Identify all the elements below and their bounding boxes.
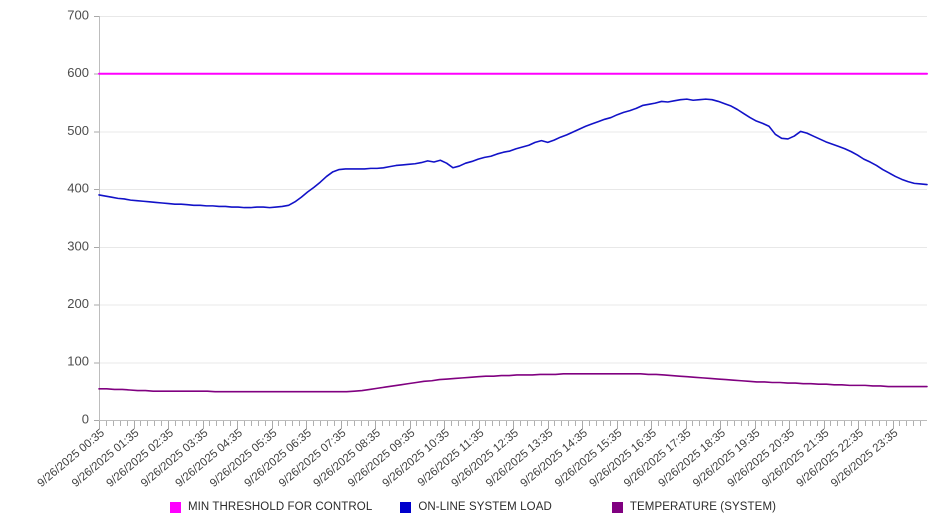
y-tick-label: 500 bbox=[67, 123, 89, 138]
legend-label: ON-LINE SYSTEM LOAD bbox=[418, 501, 552, 513]
x-tick-labels: 9/26/2025 00:359/26/2025 01:359/26/2025 … bbox=[36, 427, 901, 490]
legend-color-swatch bbox=[400, 501, 412, 513]
x-axis bbox=[99, 420, 927, 429]
plot-series bbox=[98, 72, 928, 393]
series-line bbox=[98, 373, 928, 393]
y-axis bbox=[94, 16, 100, 421]
legend-item[interactable]: ON-LINE SYSTEM LOAD bbox=[400, 501, 552, 513]
legend-color-swatch bbox=[611, 501, 623, 513]
legend-label: MIN THRESHOLD FOR CONTROL bbox=[187, 501, 373, 513]
y-tick-label: 0 bbox=[82, 411, 89, 426]
y-tick-label: 200 bbox=[67, 296, 89, 311]
y-tick-label: 400 bbox=[67, 181, 89, 196]
y-tick-label: 700 bbox=[67, 7, 89, 22]
legend-item[interactable]: TEMPERATURE (SYSTEM) bbox=[611, 501, 777, 513]
y-tick-label: 600 bbox=[67, 65, 89, 80]
legend-label: TEMPERATURE (SYSTEM) bbox=[629, 501, 777, 513]
y-tick-labels: 0 100 200 300 400 500 600 700 bbox=[67, 7, 89, 426]
gridlines bbox=[99, 16, 927, 364]
legend-item[interactable]: MIN THRESHOLD FOR CONTROL bbox=[169, 501, 373, 513]
y-tick-label: 300 bbox=[67, 238, 89, 253]
legend-color-swatch bbox=[169, 501, 181, 513]
chart-legend: MIN THRESHOLD FOR CONTROL ON-LINE SYSTEM … bbox=[0, 496, 946, 518]
series-line bbox=[98, 98, 928, 209]
y-tick-label: 100 bbox=[67, 354, 89, 369]
